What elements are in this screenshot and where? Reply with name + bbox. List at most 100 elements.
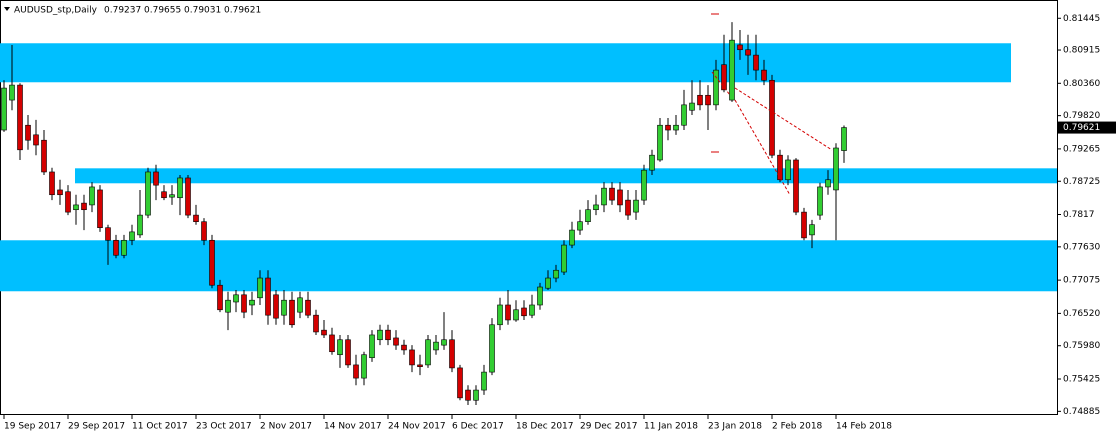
price-label: 0.79621: [1063, 123, 1100, 133]
candle-body: [345, 339, 351, 366]
candle-body: [505, 304, 511, 321]
candle-body: [57, 189, 63, 196]
candle-body: [281, 299, 287, 316]
candle-body: [777, 154, 783, 181]
ohlc-open: 0.79237: [104, 6, 141, 16]
x-tick-label: 24 Nov 2017: [388, 422, 446, 432]
candle-body: [105, 227, 111, 241]
candle-body: [489, 324, 495, 373]
candle-body: [753, 54, 759, 71]
candle-body: [585, 209, 591, 223]
x-tick-label: 6 Dec 2017: [452, 422, 504, 432]
candle-body: [361, 354, 367, 379]
candle-body: [745, 49, 751, 56]
candle-body: [721, 64, 727, 91]
candle-body: [633, 199, 639, 213]
y-tick-label: 0.77630: [1063, 242, 1100, 252]
ohlc-low: 0.79031: [184, 6, 221, 16]
plot-frame: [0, 0, 1058, 415]
candle-body: [161, 191, 167, 199]
candle-body: [689, 102, 695, 111]
candle-body: [353, 364, 359, 379]
x-tick-label: 29 Sep 2017: [68, 422, 125, 432]
candle-body: [177, 177, 183, 199]
trend-drawings: [711, 71, 833, 196]
candle-body: [657, 124, 663, 161]
candle-body: [1, 87, 7, 131]
y-tick-label: 0.79820: [1063, 111, 1100, 121]
candle-body: [49, 171, 55, 196]
candle-body: [561, 244, 567, 273]
y-tick-label: 0.75980: [1063, 341, 1100, 351]
candle-body: [249, 299, 255, 306]
candle-body: [681, 104, 687, 126]
x-tick-label: 14 Feb 2018: [836, 422, 892, 432]
candle-body: [425, 339, 431, 366]
candle-body: [697, 94, 703, 106]
candle-body: [641, 169, 647, 201]
candle-body: [817, 186, 823, 216]
ohlc-close: 0.79621: [224, 6, 261, 16]
candle-body: [321, 329, 327, 336]
candle-body: [305, 299, 311, 316]
candle-body: [809, 224, 815, 236]
ohlc-high: 0.79655: [144, 6, 181, 16]
candle-body: [625, 199, 631, 216]
candle-body: [97, 189, 103, 228]
candle-body: [385, 329, 391, 341]
candle-body: [73, 204, 79, 211]
y-tick-label: 0.80915: [1063, 46, 1100, 56]
candle-body: [529, 304, 535, 316]
candle-body: [209, 239, 215, 286]
candle-body: [145, 171, 151, 216]
x-tick-label: 2 Feb 2018: [772, 422, 823, 432]
candle-body: [665, 124, 671, 131]
candle-body: [337, 339, 343, 356]
x-tick-label: 18 Dec 2017: [516, 422, 574, 432]
x-tick-label: 23 Jan 2018: [708, 422, 762, 432]
candle-body: [441, 339, 447, 346]
candle-body: [705, 94, 711, 106]
candle-body: [417, 364, 423, 368]
candle-body: [473, 389, 479, 401]
candle-body: [785, 159, 791, 181]
candle-body: [577, 221, 583, 231]
candle-body: [201, 221, 207, 241]
candle-body: [409, 349, 415, 366]
x-tick-label: 11 Jan 2018: [644, 422, 698, 432]
dashed-line: [734, 99, 791, 196]
candle-body: [289, 299, 295, 326]
candle-body: [153, 171, 159, 186]
chart-title: AUDUSD_stp,Daily: [14, 6, 98, 16]
y-tick-label: 0.78725: [1063, 177, 1100, 187]
candle-body: [457, 367, 463, 399]
candle-body: [521, 307, 527, 317]
candle-body: [89, 186, 95, 206]
candle-body: [433, 341, 439, 351]
candle-body: [233, 294, 239, 303]
x-tick-label: 11 Oct 2017: [132, 422, 188, 432]
candle-body: [401, 344, 407, 351]
candle-body: [393, 337, 399, 346]
candle-body: [601, 187, 607, 206]
candle-body: [313, 314, 319, 333]
candle-body: [553, 269, 559, 279]
x-tick-label: 14 Nov 2017: [324, 422, 382, 432]
candle-body: [65, 191, 71, 213]
candle-body: [793, 159, 799, 213]
candle-body: [841, 127, 847, 151]
candle-body: [497, 304, 503, 326]
candle-body: [225, 299, 231, 313]
candle-body: [513, 309, 519, 321]
candle-body: [297, 297, 303, 313]
candle-body: [801, 211, 807, 239]
y-tick-label: 0.81445: [1063, 14, 1100, 24]
candle-body: [369, 334, 375, 359]
candle-body: [825, 179, 831, 188]
candle-body: [737, 44, 743, 51]
menu-arrow[interactable]: [4, 7, 10, 11]
zone: [75, 168, 1057, 184]
zone: [0, 43, 1011, 83]
candle-body: [833, 147, 839, 191]
candle-body: [121, 239, 127, 256]
